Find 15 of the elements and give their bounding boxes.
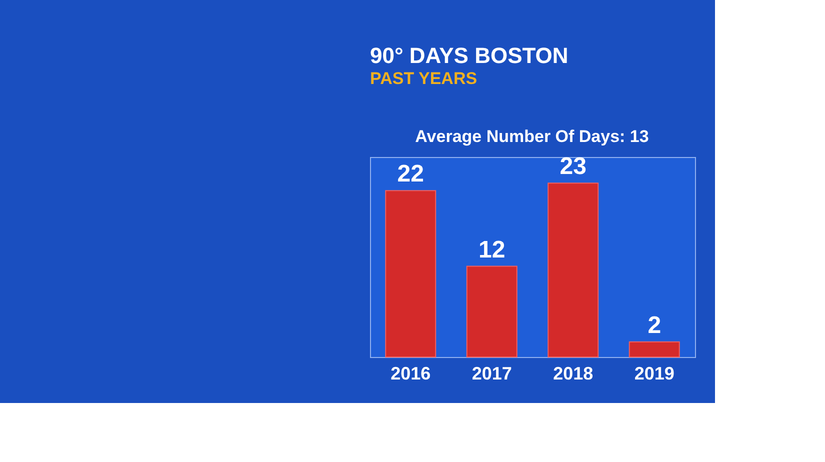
- x-tick-label: 2018: [553, 364, 594, 384]
- data-label: 22: [397, 160, 424, 188]
- x-tick-label: 2019: [634, 364, 674, 384]
- x-tick-label: 2017: [472, 364, 512, 384]
- bar: [548, 182, 599, 358]
- text: Average Number Of Days: 13: [415, 127, 649, 146]
- bar: [385, 190, 436, 358]
- chart-title: 90° DAYS BOSTON: [370, 43, 568, 68]
- x-tick-label: 2016: [390, 364, 431, 384]
- bar: [628, 341, 680, 358]
- data-label: 12: [478, 236, 506, 264]
- bar: [466, 266, 518, 358]
- chart-subtitle: PAST YEARS: [370, 69, 478, 88]
- data-label: 23: [560, 153, 586, 180]
- data-label: 2: [648, 312, 662, 339]
